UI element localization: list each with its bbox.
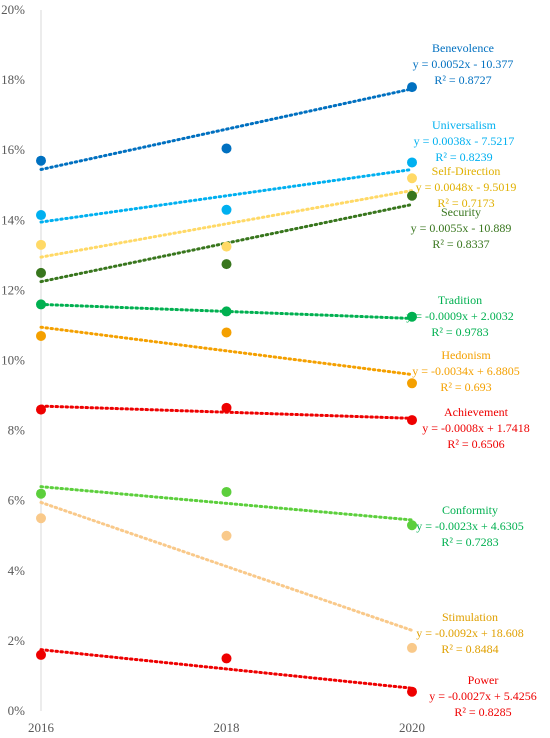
x-tick-label: 2018 xyxy=(214,720,240,735)
series-label-universalism: y = 0.0038x - 7.5217 xyxy=(414,134,515,148)
series-label-security: Security xyxy=(441,205,481,219)
data-point-achievement xyxy=(407,415,417,426)
y-tick-label: 16% xyxy=(1,142,25,157)
data-point-tradition xyxy=(221,306,232,317)
data-point-universalism xyxy=(221,204,232,215)
data-point-stimulation xyxy=(407,642,417,653)
data-point-tradition xyxy=(407,311,417,322)
data-point-stimulation xyxy=(36,513,46,524)
data-point-universalism xyxy=(407,157,417,168)
data-point-self-direction xyxy=(221,241,232,252)
y-tick-label: 12% xyxy=(1,282,25,297)
trend-line-self-direction xyxy=(39,189,414,259)
trend-line-stimulation xyxy=(39,500,414,632)
trend-line-hedonism xyxy=(39,325,414,377)
series-label-tradition: R² = 0.9783 xyxy=(431,325,488,339)
data-point-tradition xyxy=(36,299,46,310)
data-point-self-direction xyxy=(36,239,46,250)
y-tick-label: 6% xyxy=(8,493,26,508)
series-label-conformity: R² = 0.7283 xyxy=(441,535,498,549)
series-label-power: Power xyxy=(468,673,499,687)
trend-line-power xyxy=(39,648,414,690)
data-point-benevolence xyxy=(36,155,46,166)
series-label-tradition: y = -0.0009x + 2.0032 xyxy=(406,309,514,323)
series-label-tradition: Tradition xyxy=(438,293,482,307)
series-labels: Benevolence y = 0.0052x - 10.377 R² = 0.87… xyxy=(406,41,537,719)
trend-line-conformity xyxy=(39,485,414,522)
data-points xyxy=(36,82,417,697)
y-tick-label: 0% xyxy=(8,703,26,718)
data-point-achievement xyxy=(36,404,46,415)
series-label-benevolence: R² = 0.8727 xyxy=(434,73,491,87)
data-point-benevolence xyxy=(221,143,232,154)
series-label-self-direction: y = 0.0048x - 9.5019 xyxy=(416,180,517,194)
data-point-benevolence xyxy=(407,82,417,93)
trend-line-universalism xyxy=(39,167,414,224)
y-tick-label: 14% xyxy=(1,212,25,227)
data-point-achievement xyxy=(221,402,232,413)
data-point-self-direction xyxy=(407,173,417,184)
series-label-power: y = -0.0027x + 5.4256 xyxy=(429,689,537,703)
data-point-conformity xyxy=(221,486,232,497)
series-label-benevolence: y = 0.0052x - 10.377 xyxy=(413,57,514,71)
data-point-conformity xyxy=(36,488,46,499)
data-point-hedonism xyxy=(221,327,232,338)
series-label-hedonism: Hedonism xyxy=(441,348,491,362)
series-label-power: R² = 0.8285 xyxy=(454,705,511,719)
data-point-universalism xyxy=(36,210,46,221)
x-tick-label: 2020 xyxy=(399,720,425,735)
series-label-security: y = 0.0055x - 10.889 xyxy=(411,221,512,235)
data-point-security xyxy=(36,267,46,278)
data-point-power xyxy=(36,649,46,660)
series-label-conformity: y = -0.0023x + 4.6305 xyxy=(416,519,524,533)
series-label-universalism: Universalism xyxy=(432,118,497,132)
y-tick-label: 10% xyxy=(1,353,25,368)
series-label-achievement: Achievement xyxy=(444,405,509,419)
series-label-conformity: Conformity xyxy=(442,503,498,517)
y-tick-label: 18% xyxy=(1,72,25,87)
series-label-self-direction: Self-Direction xyxy=(432,164,501,178)
series-label-achievement: R² = 0.6506 xyxy=(447,437,504,451)
trend-line-benevolence xyxy=(39,87,414,171)
series-label-achievement: y = -0.0008x + 1.7418 xyxy=(422,421,530,435)
series-label-security: R² = 0.8337 xyxy=(432,237,489,251)
series-label-self-direction: R² = 0.7173 xyxy=(437,196,494,210)
series-label-benevolence: Benevolence xyxy=(432,41,494,55)
y-tick-label: 2% xyxy=(8,633,26,648)
data-point-power xyxy=(407,686,417,697)
series-label-hedonism: y = -0.0034x + 6.8805 xyxy=(412,364,520,378)
data-point-hedonism xyxy=(36,330,46,341)
trend-lines xyxy=(39,87,414,690)
y-tick-label: 4% xyxy=(8,563,26,578)
chart-axes: 0% 2% 4% 6% 8% 10% 12% 14% 16% 18% 20% 2016 2018 2020 xyxy=(1,2,425,735)
series-label-stimulation: Stimulation xyxy=(442,610,498,624)
data-point-stimulation xyxy=(221,530,232,541)
series-label-stimulation: R² = 0.8484 xyxy=(441,642,498,656)
data-point-security xyxy=(221,259,232,270)
series-label-universalism: R² = 0.8239 xyxy=(435,150,492,164)
data-point-security xyxy=(407,190,417,201)
data-point-conformity xyxy=(407,520,417,531)
data-point-hedonism xyxy=(407,378,417,389)
series-label-stimulation: y = -0.0092x + 18.608 xyxy=(416,626,524,640)
x-tick-label: 2016 xyxy=(28,720,55,735)
data-point-power xyxy=(221,653,232,664)
series-label-hedonism: R² = 0.693 xyxy=(440,380,491,394)
y-tick-label: 8% xyxy=(8,423,26,438)
y-tick-label: 20% xyxy=(1,2,25,17)
